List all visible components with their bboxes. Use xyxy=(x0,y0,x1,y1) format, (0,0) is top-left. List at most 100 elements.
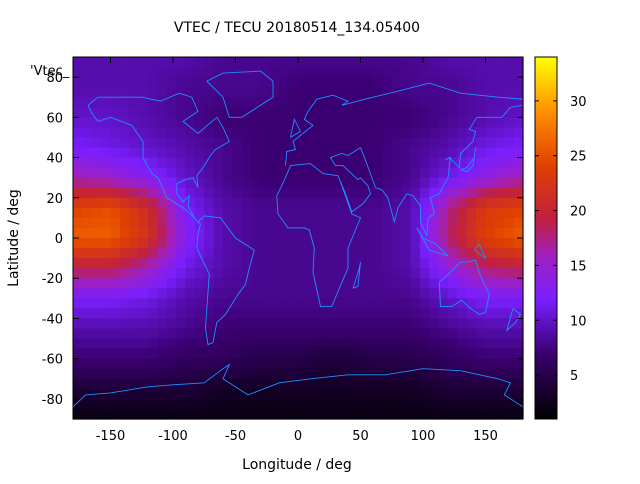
heatmap-cell xyxy=(260,57,271,68)
heatmap-cell xyxy=(382,217,393,229)
heatmap-cell xyxy=(194,308,205,320)
heatmap-cell xyxy=(494,248,505,259)
heatmap-cell xyxy=(494,97,505,108)
heatmap-cell xyxy=(260,87,271,98)
heatmap-cell xyxy=(373,157,383,169)
heatmap-cell xyxy=(476,137,487,149)
heatmap-cell xyxy=(382,67,393,78)
heatmap-cell xyxy=(288,157,299,169)
heatmap-cell xyxy=(288,278,299,289)
heatmap-cell xyxy=(344,398,355,410)
heatmap-cell xyxy=(129,57,140,68)
heatmap-cell xyxy=(166,408,177,420)
heatmap-cell xyxy=(119,368,130,380)
heatmap-cell xyxy=(269,217,280,229)
heatmap-cell xyxy=(185,127,196,139)
heatmap-cell xyxy=(232,167,243,179)
heatmap-cell xyxy=(223,358,233,370)
heatmap-cell xyxy=(129,207,140,219)
heatmap-cell xyxy=(260,278,271,289)
heatmap-cell xyxy=(466,278,477,289)
heatmap-cell xyxy=(476,157,487,169)
heatmap-cell xyxy=(213,368,224,380)
heatmap-cell xyxy=(476,97,487,108)
heatmap-cell xyxy=(101,258,112,269)
heatmap-cell xyxy=(176,167,187,179)
heatmap-cell xyxy=(438,338,449,350)
heatmap-cell xyxy=(204,278,215,289)
heatmap-cell xyxy=(419,278,430,289)
heatmap-cell xyxy=(166,147,177,159)
heatmap-cell xyxy=(185,288,196,299)
heatmap-cell xyxy=(223,197,233,209)
heatmap-cell xyxy=(363,358,374,370)
heatmap-cell xyxy=(119,278,130,289)
heatmap-cell xyxy=(298,57,308,68)
heatmap-cell xyxy=(438,258,449,269)
heatmap-cell xyxy=(410,167,421,179)
heatmap-cell xyxy=(466,268,477,279)
heatmap-cell xyxy=(307,187,318,199)
heatmap-cell xyxy=(138,318,149,330)
heatmap-cell xyxy=(363,77,374,88)
heatmap-cell xyxy=(494,258,505,269)
heatmap-cell xyxy=(119,248,130,259)
heatmap-cell xyxy=(504,187,515,199)
heatmap-cell xyxy=(251,238,262,249)
heatmap-cell xyxy=(485,338,496,350)
heatmap-cell xyxy=(391,177,402,189)
heatmap-cell xyxy=(476,57,487,68)
heatmap-cell xyxy=(307,217,318,229)
heatmap-cell xyxy=(241,77,252,88)
heatmap-cell xyxy=(101,107,112,118)
heatmap-cell xyxy=(316,77,327,88)
heatmap-cell xyxy=(91,187,102,199)
heatmap-cell xyxy=(269,318,280,330)
heatmap-cell xyxy=(101,238,112,249)
heatmap-cell xyxy=(429,308,440,320)
heatmap-cell xyxy=(391,288,402,299)
coastline xyxy=(276,163,362,307)
heatmap-cell xyxy=(429,87,440,98)
heatmap-cell xyxy=(354,77,365,88)
heatmap-cell xyxy=(513,197,524,209)
heatmap-cell xyxy=(326,67,337,78)
heatmap-cell xyxy=(513,248,524,259)
heatmap-cell xyxy=(204,117,215,128)
heatmap-cell xyxy=(82,227,93,239)
heatmap-cell xyxy=(513,87,524,98)
heatmap-cell xyxy=(279,348,290,360)
heatmap-cell xyxy=(288,288,299,299)
heatmap-cell xyxy=(251,328,262,340)
heatmap-cell xyxy=(82,388,93,400)
heatmap-cell xyxy=(429,147,440,159)
heatmap-cell xyxy=(344,358,355,370)
heatmap-cell xyxy=(241,348,252,360)
heatmap-cell xyxy=(335,238,346,249)
heatmap-cell xyxy=(213,187,224,199)
heatmap-cell xyxy=(363,97,374,108)
heatmap-cell xyxy=(494,197,505,209)
heatmap-cell xyxy=(391,348,402,360)
heatmap-cell xyxy=(232,308,243,320)
heatmap-cell xyxy=(241,378,252,390)
heatmap-cell xyxy=(344,298,355,309)
heatmap-cell xyxy=(457,67,468,78)
heatmap-cell xyxy=(288,147,299,159)
heatmap-cell xyxy=(119,398,130,410)
heatmap-cell xyxy=(326,248,337,259)
heatmap-cell xyxy=(204,328,215,340)
heatmap-cell xyxy=(476,167,487,179)
heatmap-cell xyxy=(344,258,355,269)
heatmap-cell xyxy=(419,147,430,159)
heatmap-cell xyxy=(476,338,487,350)
heatmap-cell xyxy=(91,67,102,78)
heatmap-cell xyxy=(373,318,383,330)
heatmap-cell xyxy=(241,177,252,189)
heatmap-cell xyxy=(326,87,337,98)
heatmap-cell xyxy=(401,107,412,118)
heatmap-cell xyxy=(260,318,271,330)
heatmap-cell xyxy=(448,217,458,229)
heatmap-cell xyxy=(241,107,252,118)
heatmap-cell xyxy=(466,368,477,380)
